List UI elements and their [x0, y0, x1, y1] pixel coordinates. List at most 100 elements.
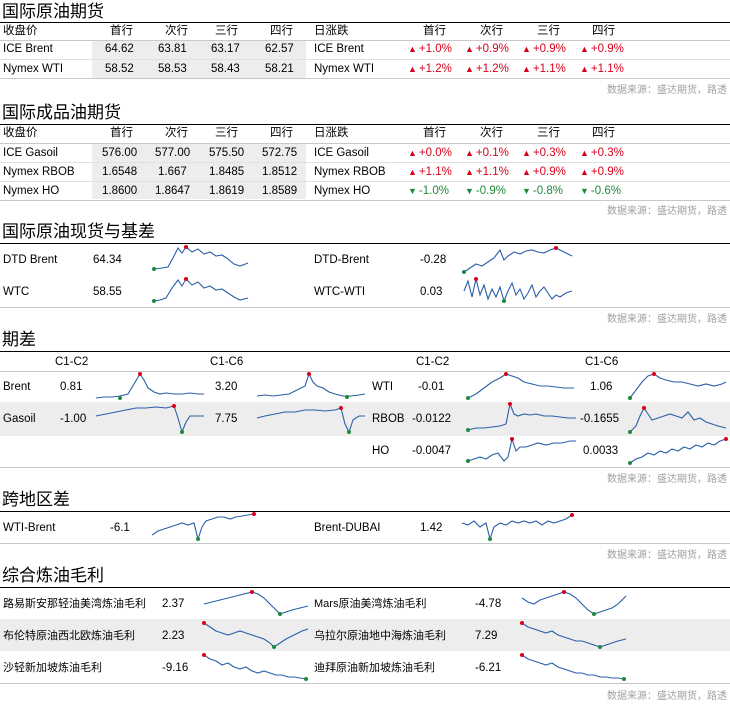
- row-name: WTI-Brent: [3, 522, 56, 534]
- value-cell: -9.16: [162, 662, 189, 674]
- sparkline-ho-c1c2: [466, 436, 576, 463]
- col-header: C1-C2: [416, 356, 450, 368]
- section-title-margins: 综合炼油毛利: [2, 566, 104, 585]
- row-chg-name: Nymex RBOB: [314, 166, 386, 178]
- change-cell: ▲ +0.9%: [580, 166, 624, 178]
- divider: [0, 143, 730, 144]
- row-name: DTD Brent: [3, 254, 58, 266]
- up-arrow-icon: ▲: [408, 167, 417, 177]
- row-name: Gasoil: [3, 413, 36, 425]
- header-chg-m2: 次行: [480, 25, 503, 37]
- section-title-inter-region: 跨地区差: [2, 490, 70, 509]
- change-cell: ▼ -0.6%: [580, 185, 621, 197]
- row-name: WTC: [3, 286, 30, 298]
- up-arrow-icon: ▲: [580, 148, 589, 158]
- value-cell: -6.21: [475, 662, 502, 674]
- change-cell: ▲ +1.1%: [580, 63, 624, 75]
- up-arrow-icon: ▲: [522, 64, 531, 74]
- divider: [0, 162, 730, 163]
- price-cell: 58.21: [265, 63, 294, 75]
- row-name: 布伦特原油西北欧炼油毛利: [3, 630, 135, 642]
- data-source-note: 数据来源：盛达期货，路透: [607, 474, 727, 485]
- row-name: ICE Gasoil: [3, 147, 58, 159]
- up-arrow-icon: ▲: [522, 167, 531, 177]
- value-cell: 2.37: [162, 598, 185, 610]
- col-header: C1-C2: [55, 356, 89, 368]
- sparkline-gasoil-c1c2: [95, 404, 204, 434]
- col-header: C1-C6: [585, 356, 619, 368]
- header-m4: 四行: [270, 127, 293, 139]
- sparkline-wtc: [152, 277, 249, 303]
- row-chg-name: Nymex HO: [314, 185, 371, 197]
- change-cell: ▲ +1.1%: [408, 166, 452, 178]
- value-cell: 0.81: [60, 381, 83, 393]
- up-arrow-icon: ▲: [465, 167, 474, 177]
- value-cell: -0.28: [420, 254, 447, 266]
- value-cell: -0.01: [418, 381, 445, 393]
- sparkline-dubai-margin: [520, 653, 626, 681]
- change-cell: ▲ +0.0%: [408, 147, 452, 159]
- sparkline-arab-light-margin: [202, 653, 308, 681]
- divider: [0, 78, 730, 79]
- up-arrow-icon: ▲: [408, 148, 417, 158]
- up-arrow-icon: ▲: [465, 148, 474, 158]
- row-name: RBOB: [372, 413, 405, 425]
- value-cell: 2.23: [162, 630, 185, 642]
- row-name: ICE Brent: [3, 43, 53, 55]
- change-cell: ▲ +1.2%: [465, 63, 509, 75]
- sparkline-brent-dubai: [461, 513, 574, 541]
- price-cell: 576.00: [102, 147, 138, 159]
- change-cell: ▲ +1.1%: [522, 63, 566, 75]
- sparkline-dtd-brent-diff: [462, 246, 573, 274]
- sparkline-mars-margin: [521, 590, 627, 616]
- value-cell: 1.06: [590, 381, 613, 393]
- value-cell: 0.03: [420, 286, 443, 298]
- sparkline-brent-c1c6: [256, 372, 366, 399]
- sparkline-wti-c1c2: [466, 372, 574, 400]
- change-cell: ▼ -0.8%: [522, 185, 563, 197]
- header-chg-m4: 四行: [592, 25, 615, 37]
- header-chg-m1: 首行: [423, 25, 446, 37]
- data-source-note: 数据来源：盛达期货，路透: [607, 85, 727, 96]
- price-cell: 58.52: [105, 63, 134, 75]
- price-cell: 1.8512: [262, 166, 298, 178]
- sparkline-lls-margin: [203, 590, 309, 616]
- price-cell: 1.667: [158, 166, 187, 178]
- header-m3: 三行: [215, 25, 238, 37]
- change-cell: ▲ +1.1%: [465, 166, 509, 178]
- row-name: WTC-WTI: [314, 286, 366, 298]
- change-cell: ▲ +0.9%: [580, 43, 624, 55]
- divider: [0, 587, 730, 588]
- up-arrow-icon: ▲: [580, 44, 589, 54]
- row-name: WTI: [372, 381, 394, 393]
- row-chg-name: ICE Brent: [314, 43, 364, 55]
- data-source-note: 数据来源：盛达期货，路透: [607, 314, 727, 325]
- header-chg-m3: 三行: [537, 127, 560, 139]
- up-arrow-icon: ▲: [522, 148, 531, 158]
- header-chg-m3: 三行: [537, 25, 560, 37]
- down-arrow-icon: ▼: [408, 186, 417, 196]
- value-cell: 58.55: [93, 286, 122, 298]
- row-chg-name: Nymex WTI: [314, 63, 375, 75]
- divider: [0, 124, 730, 125]
- header-close: 收盘价: [3, 127, 38, 139]
- sparkline-wtc-wti: [463, 277, 573, 303]
- value-cell: -0.0122: [412, 413, 452, 425]
- header-chg-m1: 首行: [423, 127, 446, 139]
- price-cell: 575.50: [209, 147, 245, 159]
- header-m1: 首行: [110, 127, 133, 139]
- change-cell: ▼ -1.0%: [408, 185, 449, 197]
- price-cell: 572.75: [262, 147, 298, 159]
- price-cell: 577.00: [155, 147, 191, 159]
- sparkline-rbob-c1c6: [628, 406, 727, 434]
- row-chg-name: ICE Gasoil: [314, 147, 369, 159]
- change-cell: ▲ +0.9%: [465, 43, 509, 55]
- down-arrow-icon: ▼: [465, 186, 474, 196]
- divider: [0, 371, 730, 372]
- change-cell: ▲ +0.3%: [580, 147, 624, 159]
- sparkline-dtd-brent: [152, 245, 249, 271]
- divider: [0, 543, 730, 544]
- header-m1: 首行: [110, 25, 133, 37]
- sparkline-brent-c1c2: [95, 372, 204, 400]
- divider: [0, 683, 730, 684]
